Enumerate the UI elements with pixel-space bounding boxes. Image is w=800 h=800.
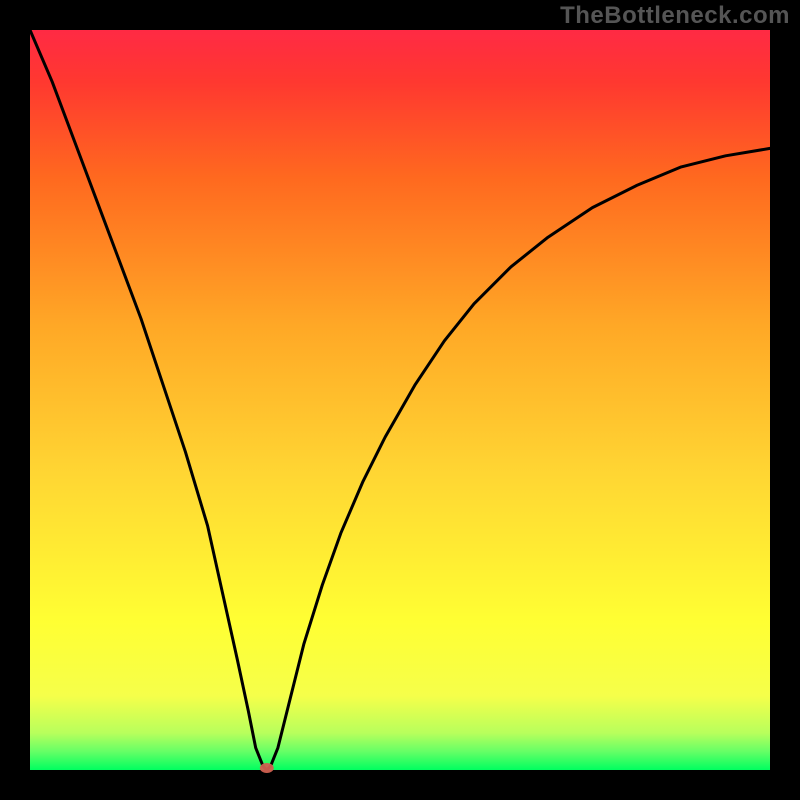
watermark-text: TheBottleneck.com: [560, 2, 790, 30]
chart-container: TheBottleneck.com: [0, 0, 800, 800]
minimum-marker: [260, 763, 274, 773]
plot-area: [30, 30, 770, 770]
bottleneck-chart: [0, 0, 800, 800]
